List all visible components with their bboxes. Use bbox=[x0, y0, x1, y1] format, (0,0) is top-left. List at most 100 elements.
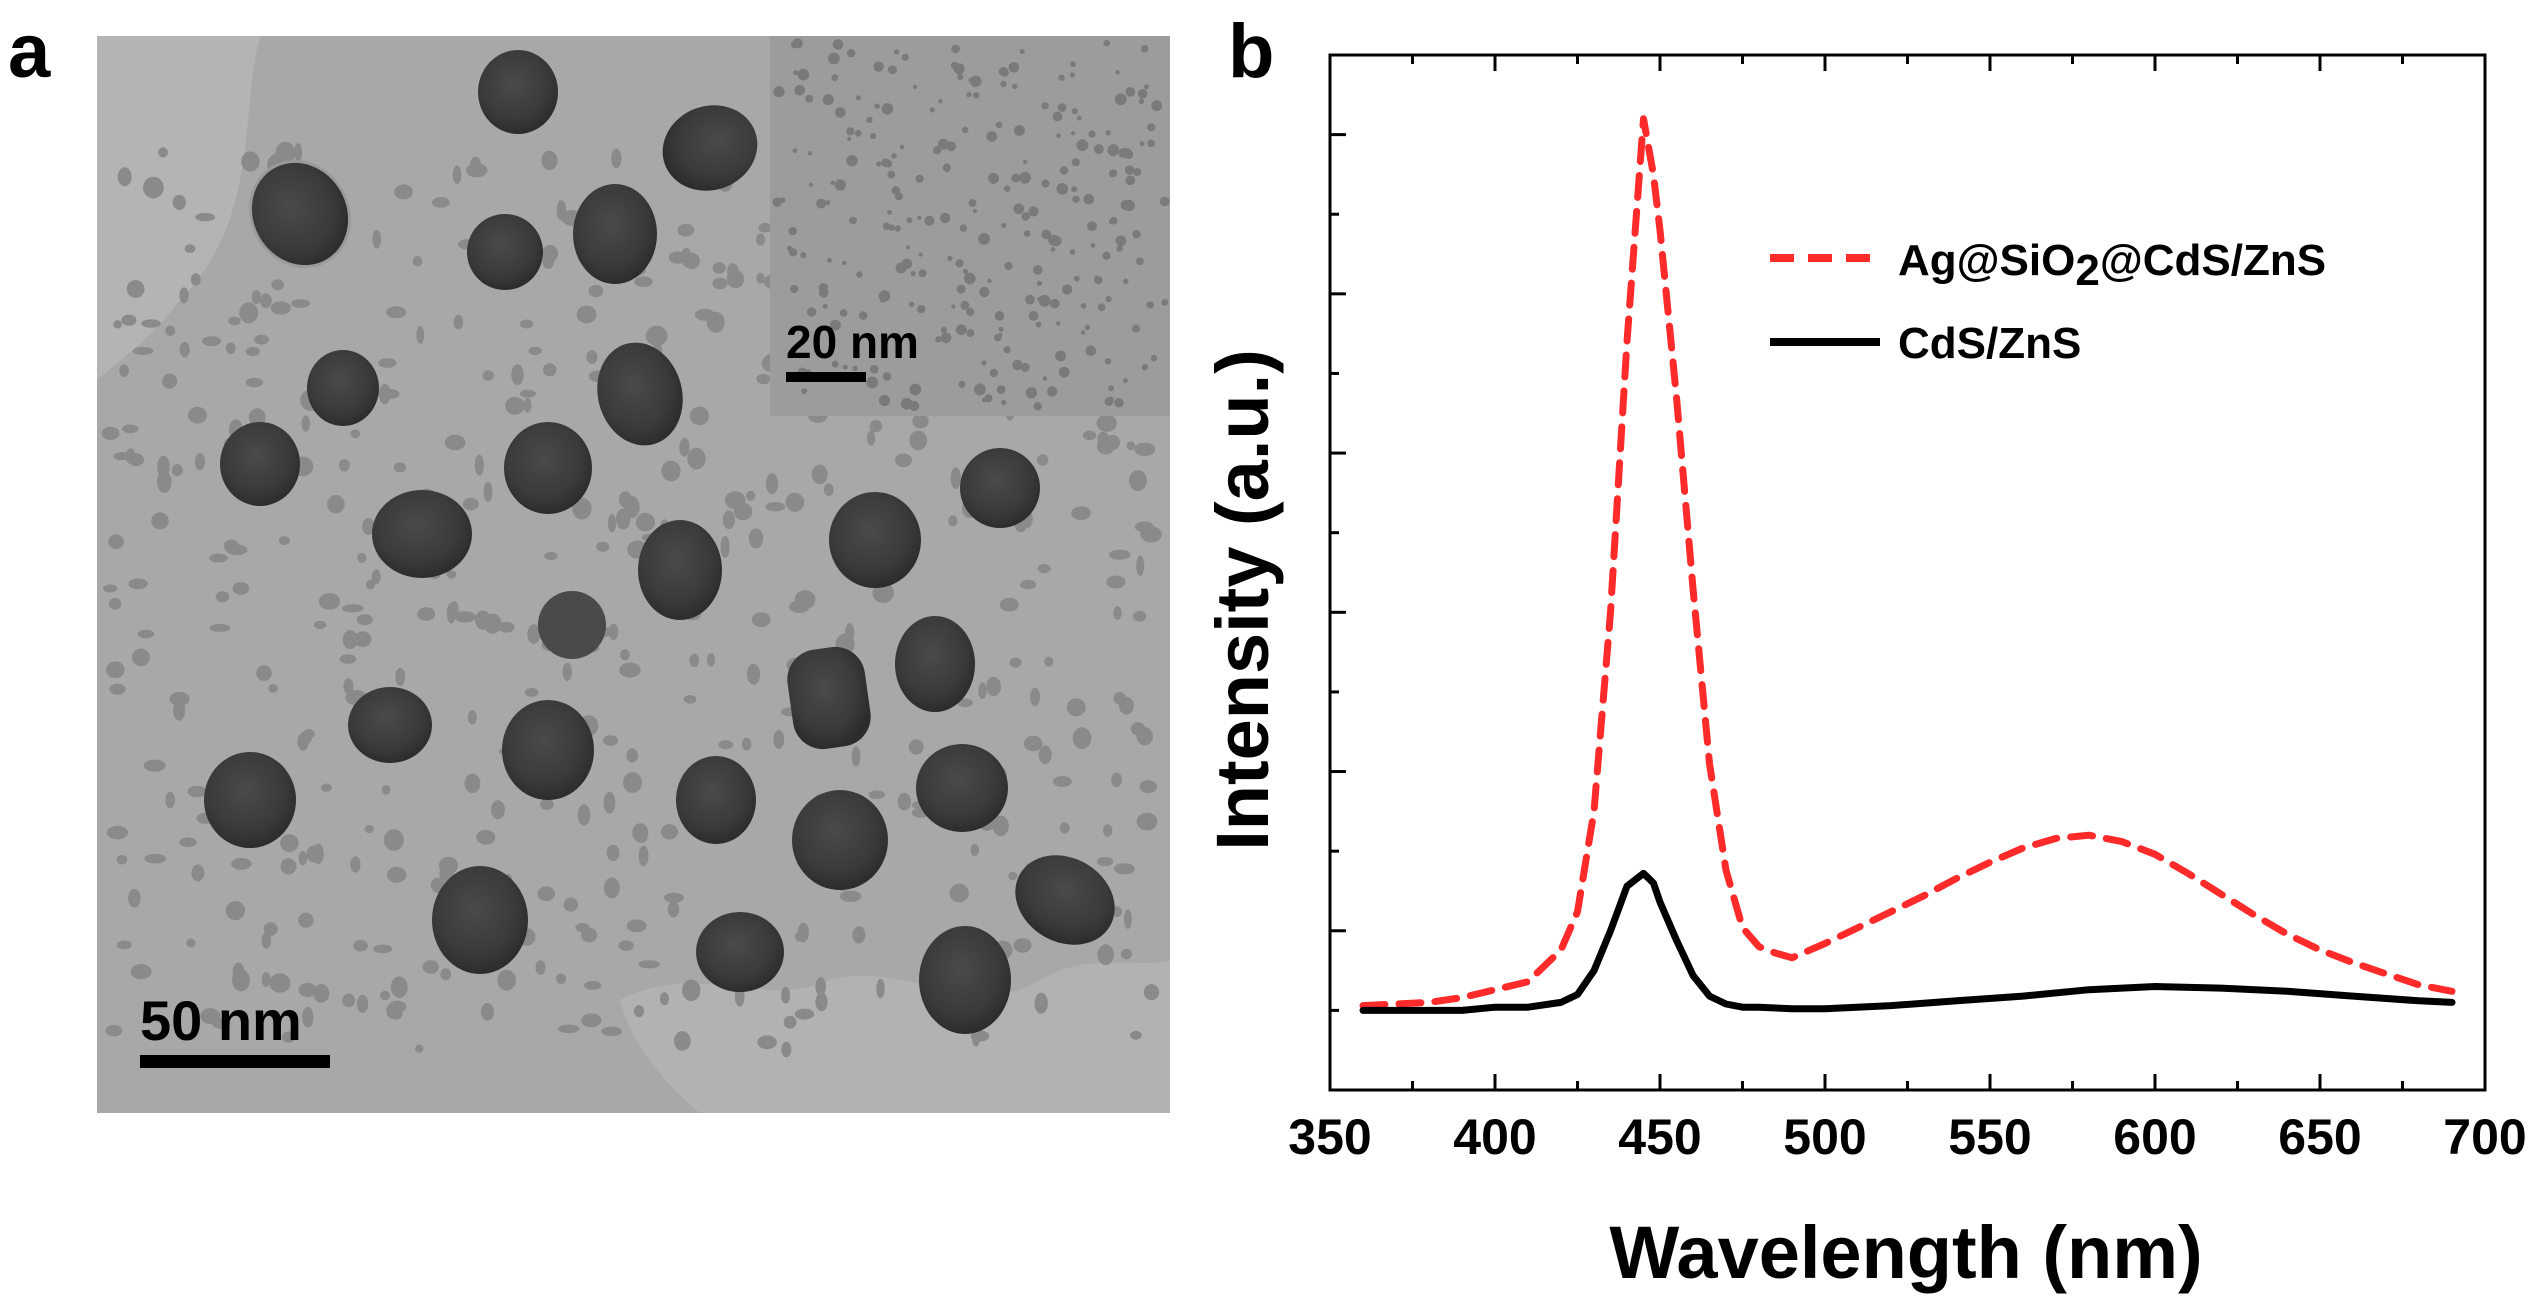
tem-small-particle bbox=[491, 800, 505, 820]
inset-particle bbox=[1013, 203, 1025, 215]
tem-small-particle bbox=[364, 825, 374, 834]
tem-small-particle bbox=[659, 992, 670, 1006]
inset-particle bbox=[969, 75, 982, 88]
tem-small-particle bbox=[660, 824, 679, 840]
inset-particle bbox=[1080, 330, 1086, 335]
tem-small-particle bbox=[113, 320, 122, 329]
inset-particle bbox=[846, 155, 858, 167]
tem-small-particle bbox=[128, 888, 141, 908]
inset-particle bbox=[1056, 133, 1061, 138]
tem-small-particle bbox=[556, 200, 567, 221]
tem-small-particle bbox=[633, 1005, 645, 1018]
tem-small-particle bbox=[144, 853, 167, 864]
inset-particle bbox=[894, 225, 901, 232]
tem-small-particle bbox=[868, 790, 886, 799]
inset-particle bbox=[1073, 275, 1080, 282]
tem-small-particle bbox=[132, 648, 150, 667]
inset-particle bbox=[958, 380, 966, 388]
tem-small-particle bbox=[482, 370, 494, 381]
tem-small-particle bbox=[544, 551, 558, 561]
tem-small-particle bbox=[209, 623, 231, 632]
inset-particle bbox=[1088, 130, 1096, 138]
tem-small-particle bbox=[388, 1000, 407, 1013]
inset-particle bbox=[901, 258, 913, 270]
inset-particle bbox=[1058, 366, 1070, 378]
inset-particle bbox=[887, 170, 896, 179]
tem-small-particle bbox=[1009, 657, 1022, 668]
inset-particle bbox=[957, 73, 964, 81]
inset-particle bbox=[1028, 311, 1039, 321]
tem-small-particle bbox=[372, 229, 382, 249]
x-tick-label: 450 bbox=[1618, 1109, 1701, 1165]
tem-small-particle bbox=[342, 993, 356, 1008]
tem-small-particle bbox=[454, 611, 476, 623]
tem-small-particle bbox=[212, 1018, 231, 1029]
tem-small-particle bbox=[1052, 776, 1072, 787]
inset-particle bbox=[792, 148, 798, 154]
plot-ticks: 350 400 450 500 550 600 650 700 bbox=[1288, 55, 2527, 1165]
tem-small-particle bbox=[327, 495, 345, 514]
tem-small-particle bbox=[179, 287, 189, 304]
tem-small-particle bbox=[667, 901, 680, 918]
inset-particle bbox=[974, 383, 986, 396]
tem-small-particle bbox=[106, 825, 128, 840]
tem-small-particle bbox=[1136, 812, 1158, 831]
tem-small-particle bbox=[572, 497, 592, 520]
tem-small-particle bbox=[539, 798, 554, 811]
inset-particle bbox=[839, 309, 848, 317]
tem-small-particle bbox=[117, 167, 132, 187]
inset-particle bbox=[1012, 359, 1023, 371]
inset-particle bbox=[800, 252, 807, 259]
inset-particle bbox=[1049, 298, 1060, 309]
tem-small-particle bbox=[298, 912, 314, 928]
tem-small-particle bbox=[239, 302, 259, 324]
inset-particle bbox=[846, 127, 855, 136]
inset-particle bbox=[887, 210, 892, 215]
tem-small-particle bbox=[228, 316, 241, 326]
inset-particle bbox=[881, 158, 890, 167]
inset-particle bbox=[1055, 350, 1066, 362]
tem-small-particle bbox=[626, 919, 647, 933]
tem-small-particle bbox=[1139, 780, 1158, 794]
tem-small-particle bbox=[415, 1044, 424, 1053]
tem-small-particle bbox=[606, 844, 620, 862]
inset-particle bbox=[1124, 165, 1135, 175]
tem-small-particle bbox=[132, 346, 154, 355]
tem-small-particle bbox=[626, 748, 638, 763]
inset-particle bbox=[994, 311, 1005, 321]
inset-particle bbox=[995, 121, 1003, 129]
inset-particle bbox=[1001, 399, 1007, 406]
inset-particle bbox=[842, 260, 847, 266]
inset-particle bbox=[808, 182, 814, 187]
tem-small-particle bbox=[377, 388, 400, 400]
series-line-ag-sio2-cds-zns bbox=[1359, 115, 2456, 1010]
tem-small-particle bbox=[992, 815, 1009, 837]
tem-small-particle bbox=[1037, 564, 1051, 574]
inset-particle bbox=[788, 248, 798, 257]
tem-small-particle bbox=[620, 649, 630, 661]
inset-particle bbox=[901, 53, 909, 61]
tem-small-particle bbox=[306, 845, 322, 863]
tem-small-particle bbox=[209, 553, 228, 563]
tem-small-particle bbox=[1134, 521, 1154, 533]
tem-small-particle bbox=[270, 301, 291, 315]
inset-particle bbox=[827, 257, 832, 263]
tem-small-particle bbox=[261, 972, 271, 987]
tem-small-particle bbox=[1082, 430, 1097, 441]
inset-particle bbox=[1143, 84, 1150, 90]
tem-small-particle bbox=[602, 735, 619, 746]
inset-particle bbox=[855, 95, 862, 101]
inset-particle bbox=[933, 146, 942, 155]
tem-small-particle bbox=[373, 944, 393, 954]
inset-particle bbox=[929, 107, 935, 113]
tem-small-particle bbox=[354, 631, 372, 647]
x-tick-label: 600 bbox=[2113, 1109, 2196, 1165]
tem-small-particle bbox=[689, 653, 700, 668]
tem-small-particle bbox=[638, 845, 649, 867]
inset-particle bbox=[1004, 261, 1013, 271]
tem-small-particle bbox=[302, 1006, 314, 1028]
tem-small-particle bbox=[269, 973, 291, 993]
tem-small-particle bbox=[466, 163, 488, 178]
tem-small-particle bbox=[474, 454, 484, 476]
inset-particle bbox=[940, 326, 947, 334]
